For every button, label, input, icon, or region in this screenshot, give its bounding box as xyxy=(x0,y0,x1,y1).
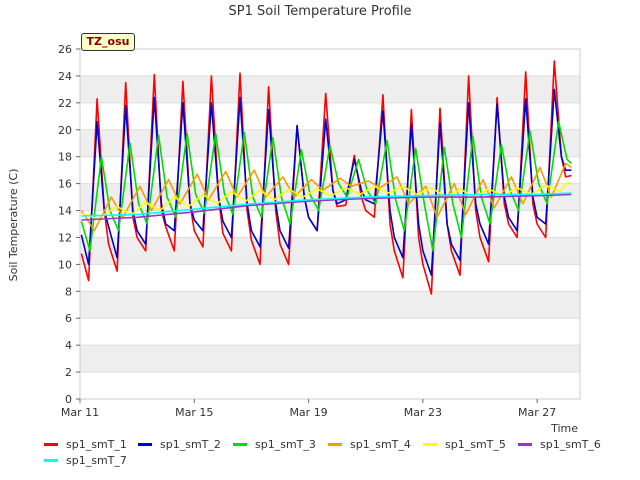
legend: sp1_smT_1 sp1_smT_2 sp1_smT_3 sp1_smT_4 sp1_… xyxy=(0,432,640,476)
x-axis-ticks: Mar 11 Mar 15 Mar 19 Mar 23 Mar 27 xyxy=(61,399,556,419)
series-line-sp1_smT_6 xyxy=(81,193,572,221)
legend-item-sp1_smT_6: sp1_smT_6 xyxy=(518,436,601,452)
chart-title: SP1 Soil Temperature Profile xyxy=(229,4,412,19)
legend-item-sp1_smT_7: sp1_smT_7 xyxy=(44,452,127,468)
x-tick-label: Mar 23 xyxy=(404,406,442,419)
legend-item-sp1_smT_5: sp1_smT_5 xyxy=(423,436,506,452)
grid-band xyxy=(80,291,580,319)
plot-border xyxy=(79,48,581,400)
legend-item-sp1_smT_2: sp1_smT_2 xyxy=(138,436,221,452)
legend-swatch xyxy=(44,458,58,462)
y-tick-label: 16 xyxy=(58,178,72,191)
x-axis-label: Time xyxy=(550,422,578,435)
y-tick-label: 6 xyxy=(65,312,72,325)
legend-label: sp1_smT_6 xyxy=(540,437,601,451)
y-tick-label: 24 xyxy=(58,70,72,83)
y-tick-label: 26 xyxy=(58,43,72,56)
y-tick-label: 8 xyxy=(65,285,72,298)
timezone-badge: TZ_osu xyxy=(81,33,135,51)
legend-item-sp1_smT_1: sp1_smT_1 xyxy=(44,436,127,452)
legend-item-sp1_smT_4: sp1_smT_4 xyxy=(328,436,411,452)
x-tick-label: Mar 19 xyxy=(289,406,327,419)
legend-label: sp1_smT_4 xyxy=(350,437,411,451)
y-tick-label: 18 xyxy=(58,151,72,164)
legend-label: sp1_smT_3 xyxy=(255,437,316,451)
y-tick-label: 0 xyxy=(65,393,72,406)
legend-swatch xyxy=(328,442,342,446)
legend-label: sp1_smT_1 xyxy=(66,437,127,451)
legend-label: sp1_smT_5 xyxy=(445,437,506,451)
legend-swatch xyxy=(423,442,437,446)
y-tick-label: 2 xyxy=(65,366,72,379)
legend-label: sp1_smT_7 xyxy=(66,453,127,467)
series-line-sp1_smT_4 xyxy=(80,162,572,232)
legend-swatch xyxy=(138,442,152,446)
grid-band xyxy=(80,345,580,373)
series-lines xyxy=(80,60,572,295)
y-tick-label: 14 xyxy=(58,205,72,218)
legend-swatch xyxy=(233,442,247,446)
legend-swatch xyxy=(44,442,58,446)
x-tick-label: Mar 11 xyxy=(61,406,99,419)
y-tick-label: 4 xyxy=(65,339,72,352)
x-tick-label: Mar 15 xyxy=(175,406,213,419)
y-tick-label: 12 xyxy=(58,231,72,244)
series-line-sp1_smT_7 xyxy=(81,192,572,217)
legend-label: sp1_smT_2 xyxy=(160,437,221,451)
legend-item-sp1_smT_3: sp1_smT_3 xyxy=(233,436,316,452)
legend-swatch xyxy=(518,442,532,446)
y-axis-label: Soil Temperature (C) xyxy=(7,169,20,282)
y-tick-label: 20 xyxy=(58,124,72,137)
x-tick-label: Mar 27 xyxy=(518,406,556,419)
y-tick-label: 10 xyxy=(58,258,72,271)
grid-band xyxy=(80,237,580,265)
y-tick-label: 22 xyxy=(58,97,72,110)
series-line-sp1_smT_2 xyxy=(80,88,572,277)
